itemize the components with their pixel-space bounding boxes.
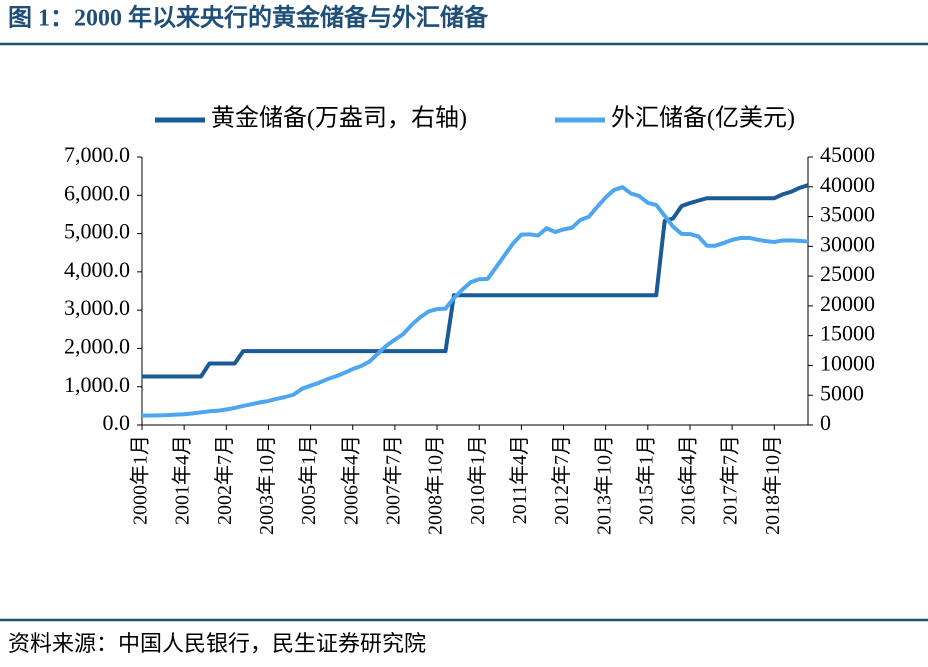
- y2-tick-label: 35000: [820, 202, 875, 227]
- x-tick-label: 2001年4月: [171, 435, 194, 525]
- y2-tick-label: 30000: [820, 231, 875, 256]
- y-tick-label: 5,000.0: [64, 219, 130, 244]
- x-tick-label: 2003年10月: [255, 435, 278, 535]
- x-tick-label: 2016年4月: [677, 435, 700, 525]
- y2-tick-label: 20000: [820, 291, 875, 316]
- y-tick-label: 0.0: [103, 410, 131, 435]
- y2-tick-label: 0: [820, 410, 831, 435]
- chart-title: 图 1：2000 年以来央行的黄金储备与外汇储备: [8, 4, 489, 32]
- x-tick-label: 2005年1月: [297, 435, 320, 525]
- y2-tick-label: 40000: [820, 172, 875, 197]
- y2-tick-label: 25000: [820, 261, 875, 286]
- y2-tick-label: 10000: [820, 350, 875, 375]
- series-line: [141, 185, 809, 418]
- x-tick-label: 2015年1月: [634, 435, 657, 525]
- legend-label: 外汇储备(亿美元): [611, 105, 795, 132]
- legend-label: 黄金储备(万盎司，右轴): [211, 105, 467, 132]
- x-tick-label: 2011年4月: [508, 435, 531, 524]
- x-tick-label: 2012年7月: [550, 435, 573, 525]
- x-tick-label: 2017年7月: [719, 435, 742, 525]
- y2-tick-label: 15000: [820, 321, 875, 346]
- x-tick-label: 2010年1月: [466, 435, 489, 525]
- x-tick-label: 2006年4月: [339, 435, 362, 525]
- source-note: 资料来源：中国人民银行，民生证券研究院: [8, 631, 426, 656]
- y2-tick-label: 45000: [820, 142, 875, 167]
- x-tick-label: 2002年7月: [213, 435, 236, 525]
- y-tick-label: 7,000.0: [64, 142, 130, 167]
- x-tick-label: 2018年10月: [761, 435, 784, 535]
- x-tick-label: 2000年1月: [129, 435, 152, 525]
- x-tick-label: 2013年10月: [592, 435, 615, 535]
- y-tick-label: 4,000.0: [64, 257, 130, 282]
- x-tick-label: 2007年7月: [382, 435, 405, 525]
- x-tick-label: 2008年10月: [424, 435, 447, 535]
- y2-tick-label: 5000: [820, 380, 864, 405]
- y-tick-label: 6,000.0: [64, 180, 130, 205]
- series-line: [142, 183, 809, 379]
- y-tick-label: 1,000.0: [64, 372, 130, 397]
- y-tick-label: 2,000.0: [64, 333, 130, 358]
- y-tick-label: 3,000.0: [64, 295, 130, 320]
